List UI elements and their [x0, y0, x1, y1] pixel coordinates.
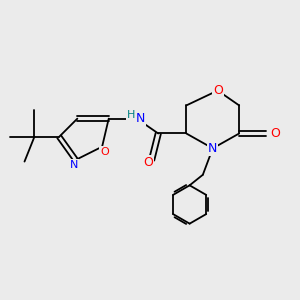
Text: O: O — [100, 147, 109, 157]
Text: O: O — [213, 84, 223, 97]
Text: N: N — [70, 160, 78, 170]
Text: H: H — [127, 110, 135, 120]
Text: O: O — [271, 127, 281, 140]
Text: O: O — [143, 156, 153, 169]
Text: N: N — [136, 112, 146, 125]
Text: N: N — [208, 142, 218, 155]
